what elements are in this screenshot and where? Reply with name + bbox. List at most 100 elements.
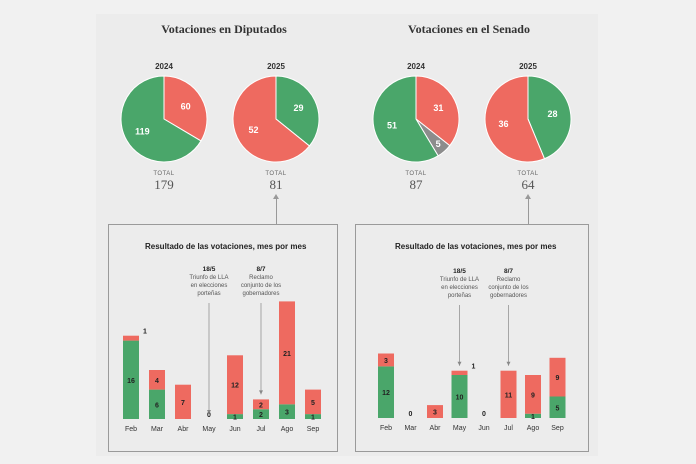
diputados-annotation-0-line-2: en elecciones [191, 283, 228, 289]
senado-connector [528, 199, 529, 224]
senado-annotation-0-line-2: en elecciones [441, 285, 478, 291]
diputados-category-label-Sep: Sep [307, 426, 320, 433]
senado-bar-red-label-May: 1 [472, 364, 476, 371]
senado-category-label-Sep: Sep [551, 425, 564, 432]
diputados-bar-green-label-Sep: 1 [311, 415, 315, 422]
senado-2024-slice-label-0: 31 [433, 103, 443, 113]
diputados-bar-red-Ago [279, 301, 295, 405]
senado-2024-total-label: TOTAL [405, 171, 427, 177]
senado-bar-red-label-Feb: 3 [384, 358, 388, 365]
senado-bar-green-Feb [378, 366, 394, 418]
diputados-annotation-0-arrow [207, 410, 211, 414]
diputados-bar-green-Mar [149, 389, 165, 419]
diputados-2025-slice-1 [232, 75, 311, 163]
senado-bar-green-Ago [525, 413, 541, 418]
diputados-connector [276, 199, 277, 224]
senado-bar-green-label-Sep: 5 [556, 405, 560, 412]
diputados-bar-red-label-Ago: 21 [283, 351, 291, 358]
senado-2024-slice-label-1: 5 [436, 139, 441, 149]
diputados-2025-total-label: TOTAL [265, 171, 287, 177]
senado-2025-total-label: TOTAL [517, 171, 539, 177]
diputados-bar-red-label-Mar: 4 [155, 378, 159, 385]
senado-annotation-1-line-1: Reclamo [497, 277, 521, 283]
senado-2024-pie: 31 5 51 [372, 75, 460, 163]
senado-2024-year: 2024 [407, 62, 425, 71]
senado-bar-red-May [451, 370, 468, 375]
diputados-category-label-Abr: Abr [178, 426, 190, 433]
senado-2025-total: 64 [521, 177, 535, 192]
diputados-2025-slice-label-1: 52 [248, 125, 258, 135]
diputados-2024-slice-0 [163, 75, 208, 142]
diputados-category-label-Jul: Jul [257, 426, 266, 433]
diputados-2025-total: 81 [269, 177, 283, 192]
diputados-annotation-0-line-3: porteñas [197, 291, 220, 297]
senado-bar-red-label-Sep: 9 [556, 375, 560, 382]
diputados-bar-green-Jul [253, 409, 269, 419]
diputados-bar-red-Jun [227, 355, 243, 415]
senado-bar-green-Sep [549, 396, 566, 418]
diputados-2025-pie: 29 52 [232, 75, 320, 163]
diputados-monthly-chart: 16 1 Feb 6 4 Mar 7 Abr 0 May 1 12 Jun 2 2 Jul 3 21 Ago 1 5 Se… [123, 266, 321, 433]
diputados-bar-green-label-Jul: 2 [259, 412, 263, 419]
diputados-connector-arrow [273, 194, 279, 199]
diputados-2024-slice-label-0: 60 [181, 102, 191, 112]
senado-monthly-title: Resultado de las votaciones, mes por mes [395, 242, 557, 251]
diputados-bar-green-label-Jun: 1 [233, 415, 237, 422]
diputados-bar-green-Ago [279, 404, 295, 419]
diputados-bar-red-Abr [175, 384, 191, 419]
senado-annotation-1-arrow [506, 361, 511, 366]
senado-category-label-Jul: Jul [504, 425, 513, 432]
diputados-bar-green-Jun [227, 414, 243, 419]
senado-2025-slice-0 [527, 75, 572, 160]
diputados-bar-red-Mar [149, 370, 165, 390]
diputados-bar-red-label-Feb: 1 [143, 329, 147, 336]
senado-2024-slice-0 [415, 75, 460, 147]
diputados-bar-green-Sep [305, 414, 321, 419]
diputados-2024-total-label: TOTAL [153, 171, 175, 177]
diputados-bar-red-Jul [253, 399, 269, 410]
senado-bar-red-label-Abr: 3 [433, 410, 437, 417]
diputados-zero-label-May: 0 [207, 412, 211, 419]
senado-connector-arrow [525, 194, 531, 199]
senado-monthly-box: Resultado de las votaciones, mes por mes… [355, 224, 589, 452]
diputados-2024-total: 179 [154, 177, 174, 192]
diputados-bar-green-label-Mar: 6 [155, 402, 159, 409]
diputados-2024-year: 2024 [155, 62, 173, 71]
senado-zero-label-Jun: 0 [482, 411, 486, 418]
senado-category-label-Ago: Ago [527, 425, 540, 432]
diputados-2024-pie: 60 119 [120, 75, 208, 163]
diputados-2024-slice-1 [120, 75, 202, 163]
diputados-monthly-title: Resultado de las votaciones, mes por mes [145, 242, 307, 251]
diputados-annotation-1-line-1: Reclamo [249, 275, 273, 281]
diputados-bar-red-Sep [305, 389, 321, 415]
diputados-category-label-Mar: Mar [151, 426, 164, 433]
senado-bar-red-Jul [500, 370, 517, 418]
senado-2024-total: 87 [409, 177, 423, 192]
diputados-2024-slice-label-1: 119 [135, 126, 150, 136]
diputados-2025-year: 2025 [267, 62, 285, 71]
diputados-2025-slice-label-0: 29 [293, 103, 303, 113]
diputados-bar-red-label-Jul: 2 [259, 402, 263, 409]
senado-bar-red-Feb [378, 353, 394, 367]
senado-bar-green-label-Feb: 12 [382, 390, 390, 397]
diputados-category-label-Ago: Ago [281, 426, 294, 433]
diputados-bar-green-label-Ago: 3 [285, 410, 289, 417]
diputados-bar-green-Feb [123, 340, 139, 419]
senado-bar-red-label-Ago: 9 [531, 392, 535, 399]
senado-2024-slice-2 [372, 75, 439, 163]
diputados-bar-green-label-Feb: 16 [127, 378, 135, 385]
diputados-annotation-1-arrow [259, 390, 263, 395]
senado-bar-red-Ago [525, 375, 541, 414]
senado-zero-label-Mar: 0 [409, 411, 413, 418]
diputados-annotation-1-line-3: gobernadores [242, 291, 279, 297]
senado-annotation-0-arrow [457, 361, 462, 366]
senado-bar-red-label-Jul: 11 [505, 392, 513, 399]
senado-2024-slice-label-2: 51 [387, 121, 397, 131]
senado-annotation-1-line-3: gobernadores [490, 293, 527, 299]
diputados-2025-slice-0 [275, 75, 320, 147]
diputados-annotation-1-line-2: conjunto de los [241, 283, 281, 289]
diputados-category-label-Feb: Feb [125, 426, 137, 433]
senado-category-label-Mar: Mar [404, 425, 417, 432]
senado-annotation-0-line-0: 18/5 [453, 268, 466, 275]
senado-bar-red-Abr [427, 405, 443, 418]
